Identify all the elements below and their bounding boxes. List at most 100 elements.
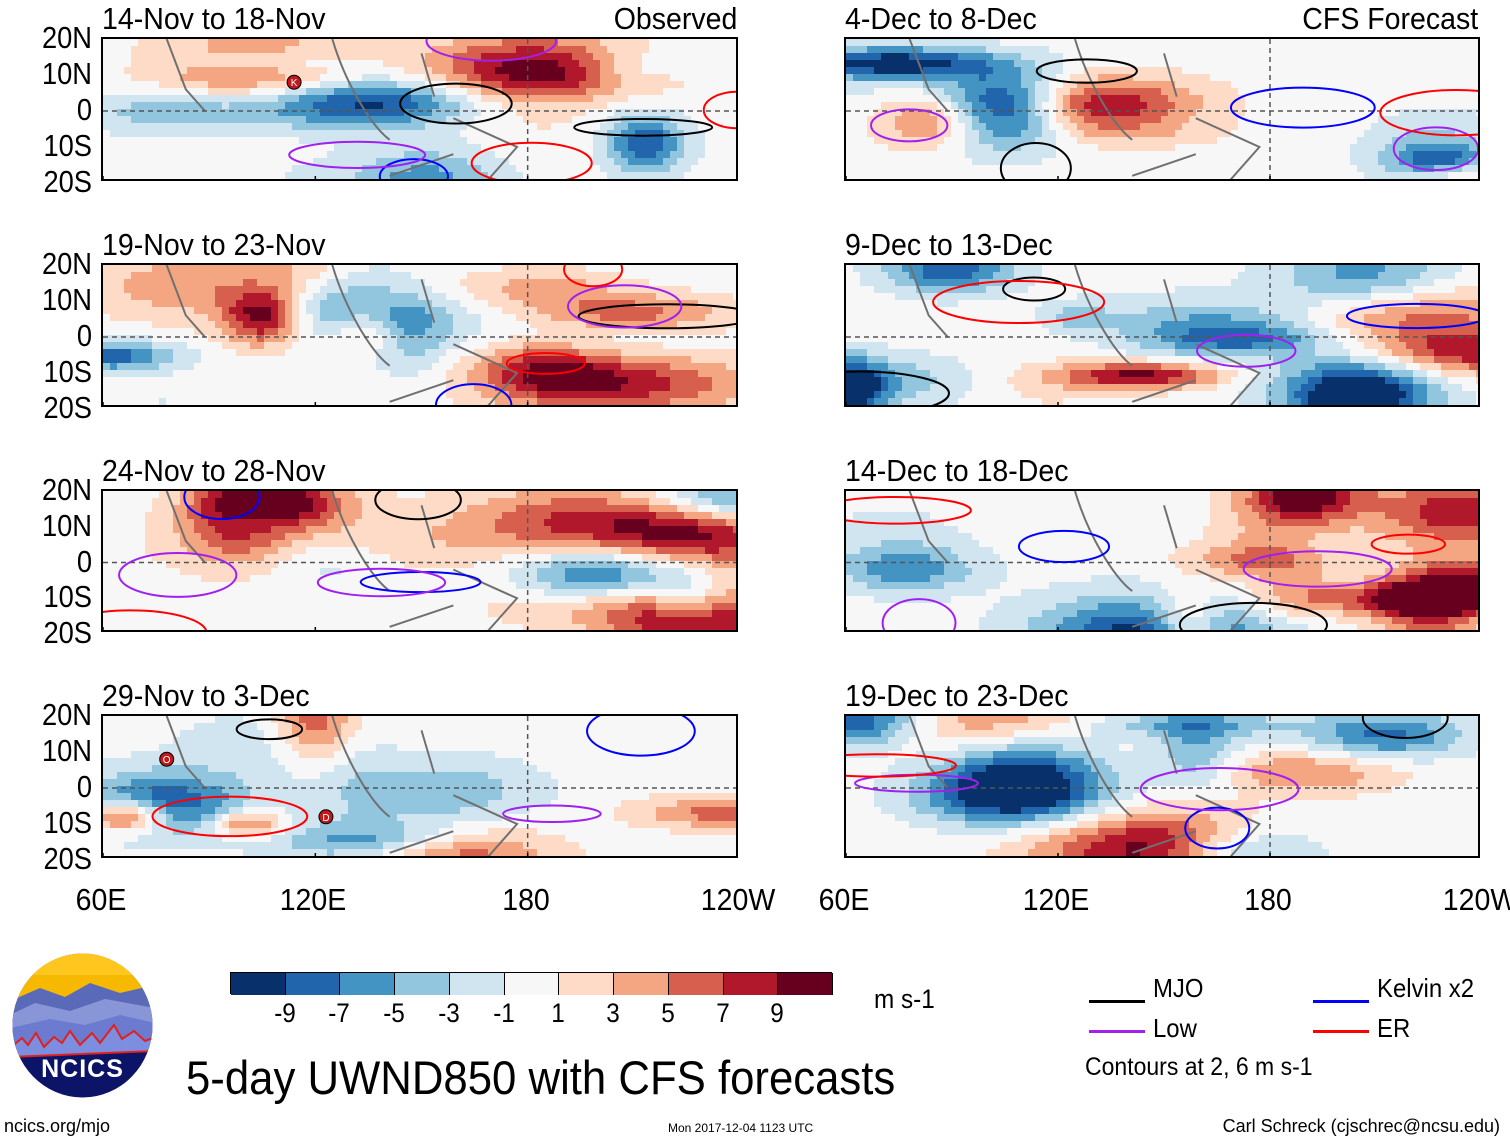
contour-kelvin [378,158,449,179]
observed-label: Observed [613,1,737,36]
contour-kelvin [183,491,261,521]
colorbar-tick-label: -3 [438,998,460,1028]
contour-low [425,39,558,62]
colorbar-swatch [723,973,779,995]
legend-label-kelvin: Kelvin x2 [1377,973,1475,1003]
colorbar-swatch [231,973,286,995]
anomaly-shading [103,265,736,405]
x-tick-label: 180 [501,882,550,917]
contour-low [316,567,447,598]
legend-label-low: Low [1153,1013,1197,1043]
colorbar-tick-label: 7 [715,998,730,1028]
y-tick-label: 10S [43,805,92,840]
contour-low [118,552,238,598]
colorbar-units: m s-1 [874,984,935,1014]
y-tick-label: 0 [76,543,92,579]
x-tick-label: 120E [1022,882,1090,917]
colorbar-tick-label: 5 [661,998,675,1028]
contour-er [505,351,586,375]
contour-mjo [1178,601,1328,630]
logo-text: NCICS [41,1055,124,1083]
colorbar-tick-label: -1 [492,998,515,1028]
anomaly-shading [103,716,736,856]
legend-line-er [1313,1030,1369,1033]
y-tick-label: 20N [41,472,92,507]
contour-mjo [846,370,950,405]
colorbar-swatch [668,973,724,995]
map-field [846,491,1478,630]
contour-kelvin [1345,302,1478,330]
coastline [908,716,1262,856]
colorbar-tick-label: -9 [273,998,296,1028]
colorbar-swatch [449,973,505,995]
coastline [908,265,1262,405]
y-tick-label: 10S [43,128,92,163]
panel-title-5: 4-Dec to 8-Dec [845,1,1037,36]
contour-er [1379,88,1478,137]
panel-title-6: 9-Dec to 13-Dec [845,227,1053,262]
colorbar-swatch [340,973,396,995]
panel-title-4: 29-Nov to 3-Dec [102,678,310,713]
colorbar [230,972,833,995]
cfs-forecast-label: CFS Forecast [1302,1,1478,36]
map-panel [101,263,738,407]
anomaly-shading [846,265,1478,405]
legend-label-er: ER [1377,1013,1411,1043]
map-panel [844,263,1480,407]
contour-mjo [577,303,736,330]
map-field [846,265,1478,405]
contour-er [846,753,957,778]
x-tick-label: 60E [818,882,870,917]
contour-er [151,795,309,838]
y-tick-label: 10N [41,507,92,543]
contour-low [1139,767,1300,812]
y-tick-label: 20N [41,697,92,732]
contour-mjo [399,82,513,125]
svg-text:K: K [291,78,298,89]
coastline [908,491,1262,630]
colorbar-tick-label: -7 [328,998,351,1028]
coastline [165,491,519,630]
y-tick-label: 10S [43,579,92,615]
map-field [103,265,736,405]
y-tick-label: 0 [76,92,92,127]
colorbar-swatch [395,973,450,995]
contour-mjo [374,491,462,521]
contour-mjo [1002,276,1067,302]
contour-kelvin [1229,86,1376,129]
contour-note: Contours at 2, 6 m s-1 [1085,1053,1313,1081]
y-tick-label: 20S [43,164,92,199]
contour-er [563,265,624,288]
ncics-logo: NCICS [10,953,155,1098]
y-tick-label: 0 [76,318,92,353]
logo-graphic [12,953,153,1098]
colorbar-tick-label: 9 [770,998,785,1028]
contour-low [1242,550,1393,588]
panel-title-8: 19-Dec to 23-Dec [845,678,1069,713]
map-field: OD [103,716,736,856]
colorbar-tick-label: -5 [383,998,405,1028]
contour-mjo [1361,716,1449,739]
map-panel [844,714,1480,858]
legend-line-kelvin [1313,1000,1369,1003]
contour-er [470,141,593,179]
y-tick-label: 20S [43,841,92,876]
anomaly-shading [846,39,1478,179]
contour-low [881,598,957,630]
x-tick-label: 120W [1442,882,1510,917]
contour-low [870,108,949,143]
contour-er [846,495,972,525]
storm-marker: K [286,74,302,90]
panel-title-1: 14-Nov to 18-Nov [102,1,326,36]
map-panel [844,37,1480,181]
y-tick-label: 10N [41,282,92,317]
anomaly-shading [846,491,1478,630]
panel-title-7: 14-Dec to 18-Dec [845,453,1069,488]
footer-url[interactable]: ncics.org/mjo [4,1116,111,1136]
y-tick-label: 20N [41,246,92,281]
storm-marker: D [318,809,334,825]
y-tick-label: 20N [41,20,92,55]
contour-low [1392,126,1478,172]
storm-marker: O [159,751,175,767]
